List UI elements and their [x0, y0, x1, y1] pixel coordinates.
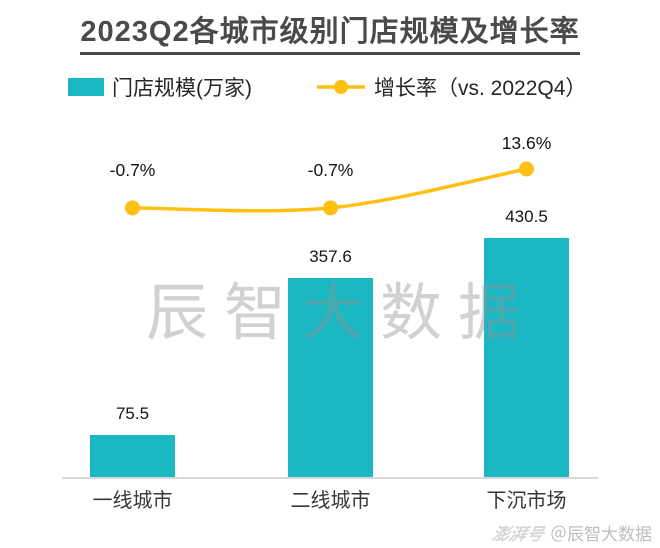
bar-value-label: 75.5: [115, 404, 150, 424]
growth-value-label: 13.6%: [501, 133, 552, 153]
growth-value-label: -0.7%: [307, 159, 354, 180]
line-series-label: 增长率（vs. 2022Q4）: [374, 77, 587, 100]
bar-value-label: 357.6: [309, 247, 352, 267]
footer-watermark-handle: ＠辰智大数据: [550, 525, 652, 544]
growth-value-label: -0.7%: [109, 159, 156, 180]
category-label: 二线城市: [290, 490, 371, 512]
footer-watermark: 澎湃号 ＠辰智大数据: [490, 520, 652, 545]
growth-dot: [125, 200, 140, 216]
footer-watermark-logo: 澎湃号: [490, 525, 546, 544]
legend: 门店规模(万家) 增长率（vs. 2022Q4）: [0, 70, 660, 102]
bar-series-label: 门店规模(万家): [112, 77, 252, 100]
chart-title: 2023Q2各城市级别门店规模及增长率: [0, 8, 660, 55]
bar-3: [484, 237, 569, 477]
bar-2: [288, 278, 373, 477]
growth-dot: [323, 200, 338, 216]
category-label: 一线城市: [92, 490, 173, 512]
bar-1: [90, 435, 175, 477]
bar-value-label: 430.5: [505, 206, 548, 226]
category-label: 下沉市场: [486, 490, 567, 512]
x-axis-line: [62, 477, 598, 479]
chart-title-text: 2023Q2各城市级别门店规模及增长率: [80, 8, 580, 55]
bar-series-swatch: [68, 78, 104, 96]
line-series-marker-icon: [317, 80, 365, 94]
growth-dot: [519, 161, 534, 177]
